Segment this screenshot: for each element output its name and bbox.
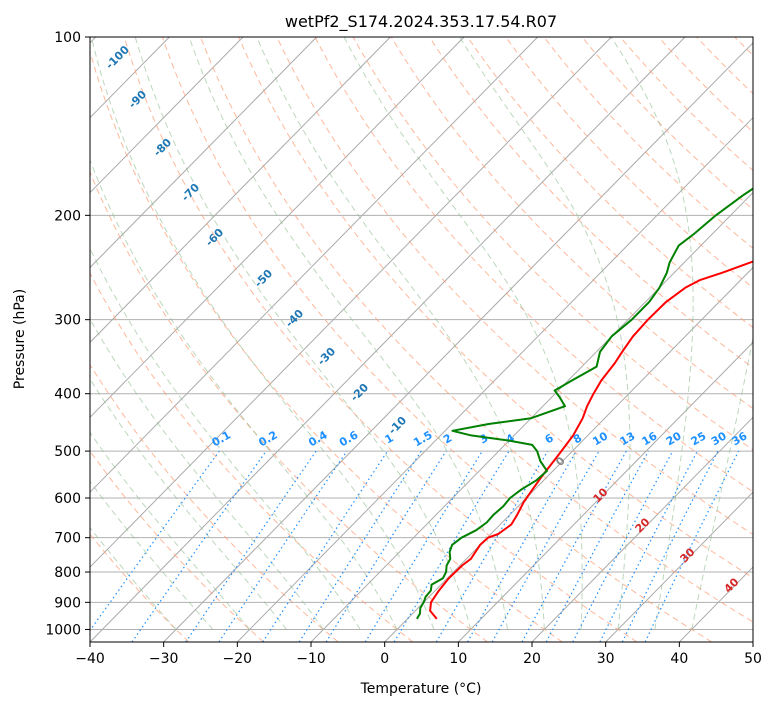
isotherm-line	[236, 116, 753, 642]
isotherm-line	[90, 37, 539, 493]
dry-adiabat-line	[429, 37, 753, 369]
mixing-ratio-line	[521, 450, 627, 642]
isotherm-line	[90, 37, 465, 419]
moist-adiabat-line	[90, 431, 251, 630]
dry-adiabat-line	[390, 37, 753, 410]
mixing-ratio-line	[262, 450, 389, 642]
isotherm-line	[90, 37, 244, 194]
moist-adiabat-line	[459, 37, 631, 630]
x-tick-label: 0	[380, 651, 389, 667]
moist-adiabat-line	[343, 37, 583, 630]
y-tick-label: 300	[54, 313, 81, 329]
x-tick-label: 10	[449, 651, 467, 667]
moist-adiabat-line	[90, 480, 214, 630]
moist-adiabat-line	[90, 378, 287, 630]
mixing-ratio-line	[435, 450, 549, 642]
mixing-ratio-line	[621, 450, 719, 642]
x-tick-label: −30	[149, 651, 179, 667]
dry-adiabat-line	[123, 37, 638, 642]
isotherm-line	[163, 42, 753, 642]
y-axis-label: Pressure (hPa)	[12, 289, 28, 389]
moist-adiabat-line	[134, 37, 472, 630]
dry-adiabat-line	[352, 37, 753, 451]
x-axis-ticks: −40 −30 −20 −10 0 10 20 30 40 50	[75, 642, 762, 667]
x-tick-label: −10	[296, 651, 326, 667]
y-axis-ticks: 1000 900 800 700 600 500 400 300 200 100	[45, 30, 90, 638]
dry-adiabat-line	[238, 37, 753, 579]
isotherm-line	[605, 491, 753, 642]
x-tick-label: 20	[523, 651, 541, 667]
y-tick-label: 100	[54, 30, 81, 46]
moist-adiabat-line	[90, 37, 435, 630]
y-tick-label: 800	[54, 565, 81, 581]
mixing-ratio-line	[545, 450, 650, 642]
mixing-ratio-line	[298, 450, 422, 642]
mixing-ratio-line	[218, 450, 348, 642]
dry-adiabat-line	[276, 37, 753, 536]
mixing-ratio-line	[325, 450, 447, 642]
dewpoint-profile-line	[416, 187, 753, 620]
y-tick-label: 900	[54, 595, 81, 611]
isotherm-line	[90, 37, 318, 269]
chart-title: wetPf2_S174.2024.353.17.54.R07	[285, 12, 557, 32]
x-tick-label: −40	[75, 651, 105, 667]
dry-adiabat-line	[90, 272, 414, 642]
temperature-profile-line	[429, 260, 753, 620]
isotherm-line	[90, 37, 612, 568]
moist-adiabat-line	[90, 318, 324, 630]
x-tick-label: 40	[670, 651, 688, 667]
y-tick-label: 1000	[45, 622, 81, 638]
x-tick-label: 30	[597, 651, 615, 667]
dry-adiabat-line	[90, 170, 488, 642]
moist-adiabat-line	[90, 247, 361, 630]
isotherm-line	[90, 37, 686, 642]
isotherm-line	[531, 416, 753, 642]
x-tick-label: −20	[223, 651, 253, 667]
dry-adiabat-line	[90, 450, 264, 642]
dry-adiabat-line	[90, 49, 563, 642]
mixing-ratio-labels: 0.1 0.2 0.4 0.6 1 1.5 2 3 4 6 8 10 13 16 20 25 30 36	[210, 428, 750, 449]
moist-adiabat-line	[691, 334, 753, 630]
moist-adiabat-line	[188, 37, 508, 630]
moist-adiabat-line	[256, 37, 545, 630]
dry-adiabat-line	[314, 37, 753, 493]
thermo-lines	[90, 37, 753, 642]
dry-adiabat-line	[161, 37, 712, 642]
mixing-ratio-line	[364, 450, 483, 642]
mixing-ratio-line	[185, 450, 317, 642]
x-tick-label: 50	[744, 651, 762, 667]
x-axis-label: Temperature (°C)	[360, 681, 482, 697]
plot-background	[90, 37, 753, 642]
isotherm-line	[752, 641, 753, 642]
y-tick-label: 500	[54, 444, 81, 460]
profile-series	[416, 187, 753, 620]
mixing-ratio-line	[644, 450, 740, 642]
plot-frame	[89, 36, 754, 643]
y-tick-label: 700	[54, 531, 81, 547]
mixing-ratio-line	[131, 450, 267, 642]
dry-adiabat-line	[200, 37, 753, 623]
moist-adiabat-line	[610, 37, 694, 630]
y-tick-label: 200	[54, 208, 81, 224]
mixing-ratio-line	[393, 450, 510, 642]
dry-adiabat-line	[467, 37, 753, 329]
isotherm-line	[90, 37, 391, 344]
y-tick-label: 400	[54, 387, 81, 403]
y-tick-label: 600	[54, 491, 81, 507]
isotherm-line	[457, 341, 753, 642]
moist-adiabat-line	[90, 526, 177, 630]
